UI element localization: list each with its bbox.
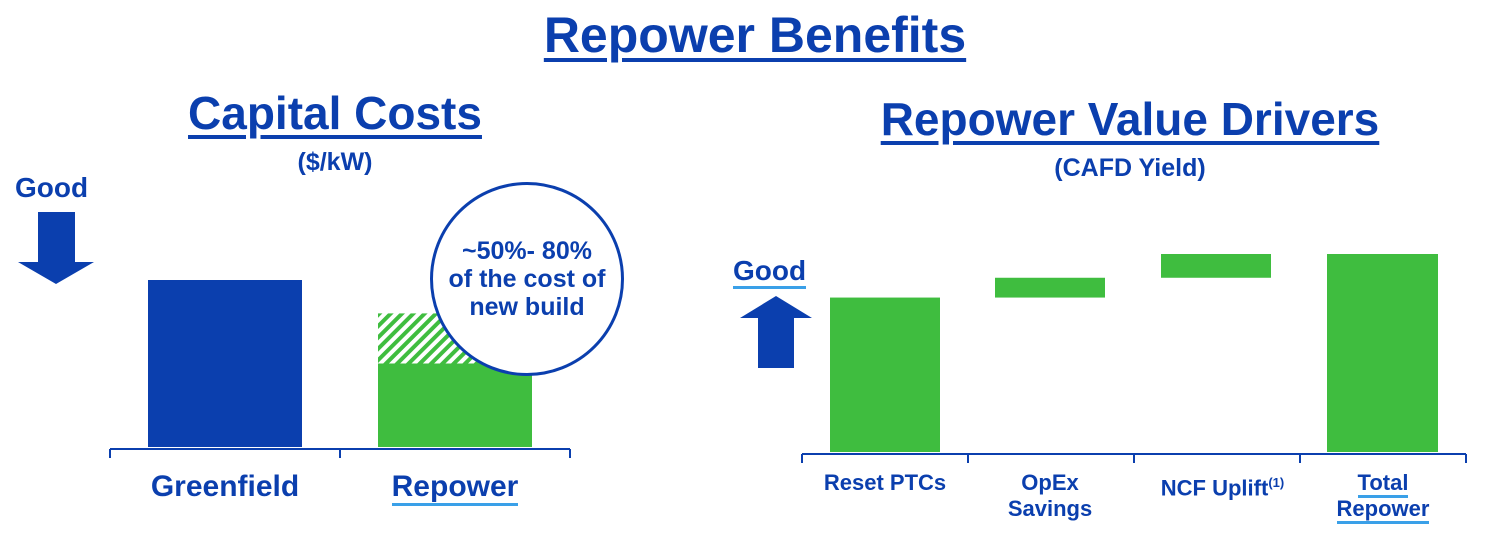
- category-total-repower: Total Repower: [1318, 470, 1448, 524]
- bar-greenfield: [148, 280, 302, 447]
- cost-callout-bubble: ~50%- 80% of the cost of new build: [430, 182, 624, 376]
- value-drivers-unit: (CAFD Yield): [1054, 154, 1206, 182]
- category-reset-ptcs: Reset PTCs: [823, 470, 947, 495]
- good-label-left: Good: [15, 172, 89, 203]
- bar-driver-2: [1161, 254, 1271, 278]
- bar-driver-3: [1327, 254, 1438, 452]
- good-down-arrow-icon: [18, 212, 94, 284]
- bar-driver-0: [830, 297, 940, 452]
- category-ncf-uplift: NCF Uplift(1): [1160, 475, 1285, 501]
- page-title: Repower Benefits: [543, 7, 967, 63]
- good-up-arrow-icon: [740, 296, 812, 368]
- bar-repower: [378, 363, 532, 447]
- value-drivers-title: Repower Value Drivers: [880, 93, 1380, 145]
- capital-costs-unit: ($/kW): [297, 148, 373, 176]
- category-greenfield: Greenfield: [150, 470, 300, 503]
- bar-driver-1: [995, 277, 1105, 298]
- category-opex-savings: OpEx Savings: [1007, 470, 1093, 521]
- category-repower: Repower: [340, 470, 570, 506]
- value-drivers-chart: [740, 254, 1467, 463]
- footnote-marker: (1): [1268, 475, 1285, 490]
- capital-costs-title: Capital Costs: [188, 87, 482, 139]
- good-label-right: Good: [733, 256, 807, 289]
